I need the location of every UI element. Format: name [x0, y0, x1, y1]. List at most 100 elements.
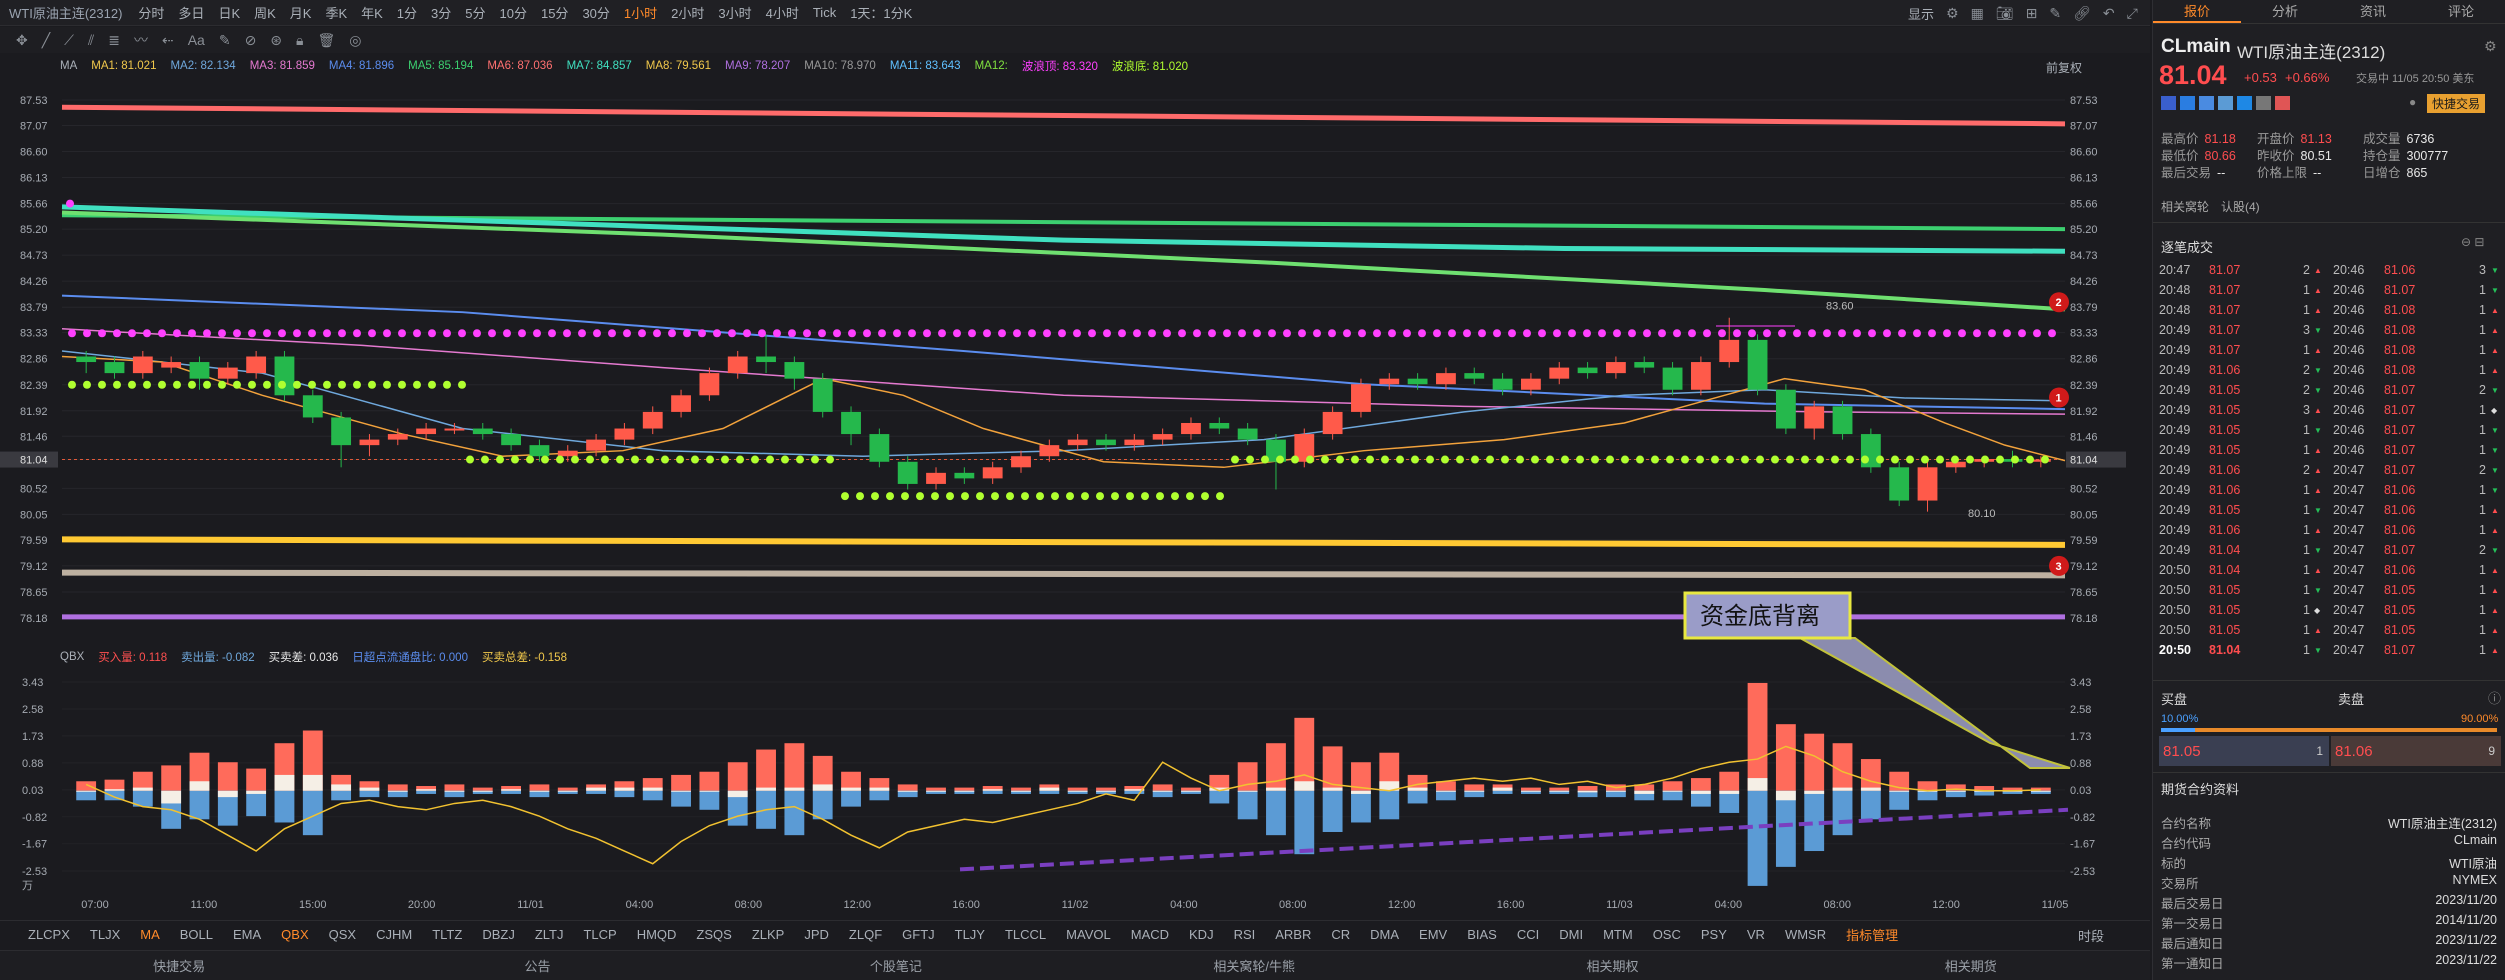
period-tab-6[interactable]: 年K: [361, 6, 383, 21]
ma-legend-item-2[interactable]: MA3: 81.859: [249, 60, 315, 72]
indicator-tab-25[interactable]: CR: [1331, 927, 1351, 942]
qbx-legend-item-4[interactable]: 买卖总差: -0.158: [481, 652, 567, 664]
indicator-tab-1[interactable]: TLJX: [89, 927, 121, 942]
camera-icon[interactable]: 📷︎: [1995, 4, 2014, 21]
qbx-legend-item-2[interactable]: 买卖差: 0.036: [268, 652, 339, 664]
indicator-tab-14[interactable]: ZLKP: [751, 927, 785, 942]
indicator-tab-4[interactable]: EMA: [233, 927, 262, 942]
indicator-tab-12[interactable]: HMQD: [636, 927, 677, 942]
ray-tool-icon[interactable]: ⟋: [64, 31, 74, 48]
adjust-mode[interactable]: 前复权: [2046, 61, 2083, 75]
arrow-tool-icon[interactable]: ⇠: [161, 31, 174, 48]
kline-chart[interactable]: 87.53 87.53 87.07 87.07 86.60 86.60 86.13 86.13…: [0, 78, 2150, 918]
indicator-tab-6[interactable]: QSX: [328, 927, 357, 942]
indicator-tab-18[interactable]: TLJY: [954, 927, 985, 942]
panel-tab-2[interactable]: 资讯: [2359, 4, 2386, 19]
display-menu[interactable]: 显示: [1908, 6, 1935, 22]
period-tab-3[interactable]: 周K: [254, 6, 276, 21]
indicator-tab-23[interactable]: RSI: [1233, 927, 1256, 942]
related-cbbc-link[interactable]: 认股(4): [2221, 200, 2260, 214]
ma-legend-item-3[interactable]: MA4: 81.896: [328, 60, 395, 72]
brush-tool-icon[interactable]: ✎: [218, 31, 231, 48]
period-tab-7[interactable]: 1分: [396, 6, 418, 21]
period-tab-8[interactable]: 3分: [431, 6, 452, 21]
period-tab-11[interactable]: 15分: [540, 6, 569, 21]
lock-icon[interactable]: ●: [2409, 95, 2417, 109]
indicator-tab-19[interactable]: TLCCL: [1004, 927, 1047, 942]
indicator-tab-31[interactable]: MTM: [1603, 927, 1633, 942]
ask-box[interactable]: 81.06 9: [2331, 736, 2501, 766]
indicator-tab-11[interactable]: TLCP: [583, 927, 617, 942]
period-tab-12[interactable]: 30分: [582, 6, 610, 21]
indicator-tab-29[interactable]: CCI: [1516, 927, 1540, 942]
indicator-tab-15[interactable]: JPD: [804, 927, 829, 942]
indicator-tab-26[interactable]: DMA: [1370, 927, 1400, 942]
period-tab-10[interactable]: 10分: [499, 6, 527, 21]
period-tab-5[interactable]: 季K: [325, 6, 348, 21]
indicator-tab-0[interactable]: ZLCPX: [28, 927, 70, 942]
panel-settings-icon[interactable]: ⚙: [2484, 38, 2497, 54]
ma-legend-item-8[interactable]: MA9: 78.207: [725, 60, 791, 72]
quick-trade-button[interactable]: 快捷交易: [2427, 94, 2486, 113]
qbx-legend-item-0[interactable]: 买入量: 0.118: [98, 652, 168, 664]
indicator-tab-28[interactable]: BIAS: [1467, 927, 1497, 942]
lock-icon[interactable]: 🔒︎: [296, 31, 304, 48]
line-tool-icon[interactable]: ╱: [41, 31, 51, 48]
period-tab-18[interactable]: 1天：1分K: [850, 6, 913, 21]
panel-tab-0[interactable]: 报价: [2153, 0, 2241, 23]
period-tab-13[interactable]: 1小时: [623, 6, 658, 21]
period-tab-15[interactable]: 3小时: [718, 6, 752, 21]
period-tab-16[interactable]: 4小时: [765, 6, 799, 21]
indicator-tab-10[interactable]: ZLTJ: [534, 927, 564, 942]
ma-legend-item-4[interactable]: MA5: 85.194: [408, 60, 474, 72]
eye-icon[interactable]: ◎: [349, 31, 362, 48]
indicator-tab-17[interactable]: GFTJ: [902, 927, 935, 942]
indicator-tab-22[interactable]: KDJ: [1189, 927, 1214, 942]
ma-legend-item-13[interactable]: 波浪底: 81.020: [1111, 61, 1188, 73]
ma-legend-item-1[interactable]: MA2: 82.134: [170, 60, 236, 72]
ma-legend-item-10[interactable]: MA11: 83.643: [889, 60, 961, 72]
indicator-tab-34[interactable]: VR: [1746, 927, 1765, 942]
ma-legend-item-11[interactable]: MA12:: [974, 60, 1008, 72]
indicator-tab-33[interactable]: PSY: [1700, 927, 1727, 942]
indicator-tab-2[interactable]: MA: [140, 927, 160, 942]
ma-legend-item-5[interactable]: MA6: 87.036: [487, 60, 553, 72]
period-tab-14[interactable]: 2小时: [671, 6, 705, 21]
indicator-tab-8[interactable]: TLTZ: [432, 927, 463, 942]
panel-tab-1[interactable]: 分析: [2271, 4, 2298, 19]
footer-tab-0[interactable]: 快捷交易: [153, 959, 206, 974]
ma-label[interactable]: MA: [60, 60, 78, 72]
period-tab-4[interactable]: 月K: [289, 6, 312, 21]
indicator-tab-30[interactable]: DMI: [1559, 927, 1584, 942]
footer-tab-4[interactable]: 相关期权: [1586, 959, 1639, 974]
grid-icon[interactable]: ⊞: [2025, 4, 2038, 21]
related-warrants-link[interactable]: 相关窝轮: [2161, 200, 2210, 214]
undo-icon[interactable]: ↶: [2102, 4, 2115, 21]
period-tab-2[interactable]: 日K: [218, 6, 241, 21]
indicator-tab-21[interactable]: MACD: [1130, 927, 1170, 942]
footer-tab-3[interactable]: 相关窝轮/牛熊: [1213, 959, 1295, 974]
indicator-tab-16[interactable]: ZLQF: [848, 927, 883, 942]
ma-legend-item-7[interactable]: MA8: 79.561: [645, 60, 711, 72]
ma-legend-item-12[interactable]: 波浪顶: 83.320: [1021, 61, 1098, 73]
indicator-tab-35[interactable]: WMSR: [1784, 927, 1827, 942]
channel-tool-icon[interactable]: ⫽: [87, 31, 95, 48]
indicator-tab-5[interactable]: QBX: [281, 927, 309, 942]
fib-tool-icon[interactable]: ≣: [108, 31, 120, 48]
wave-tool-icon[interactable]: 〰: [133, 32, 148, 48]
indicator-tab-13[interactable]: ZSQS: [696, 927, 732, 942]
indicator-tab-7[interactable]: CJHM: [376, 927, 413, 942]
measure-tool-icon[interactable]: ⊘: [244, 31, 257, 48]
indicator-tab-32[interactable]: OSC: [1652, 927, 1681, 942]
ma-legend-item-6[interactable]: MA7: 84.857: [566, 60, 632, 72]
settings-icon[interactable]: ⚙: [1946, 4, 1959, 21]
footer-tab-5[interactable]: 相关期货: [1944, 959, 1997, 974]
link-icon[interactable]: 🔗︎: [2073, 4, 2091, 21]
period-tab-1[interactable]: 多日: [178, 6, 205, 21]
qbx-legend-item-1[interactable]: 卖出量: -0.082: [181, 652, 255, 664]
panel-tab-3[interactable]: 评论: [2447, 4, 2474, 19]
bid-box[interactable]: 81.05 1: [2159, 736, 2329, 766]
indicator-tab-24[interactable]: ARBR: [1275, 927, 1312, 942]
indicator-tab-9[interactable]: DBZJ: [482, 927, 515, 942]
session-button[interactable]: 时段: [2078, 929, 2105, 944]
